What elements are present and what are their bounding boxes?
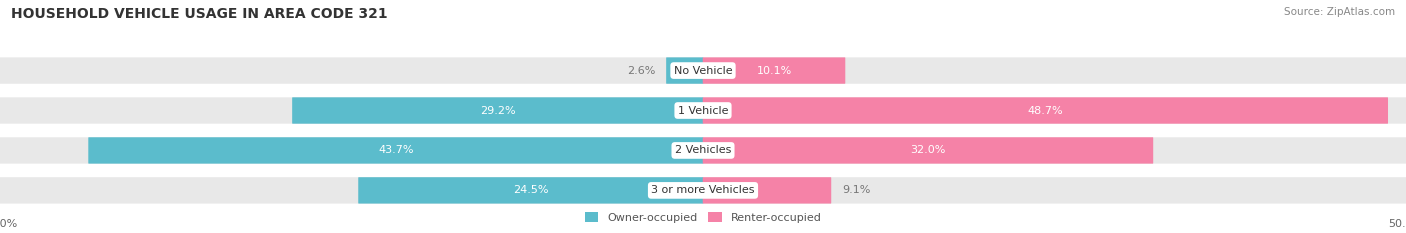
FancyBboxPatch shape	[703, 137, 1406, 164]
FancyBboxPatch shape	[89, 137, 703, 164]
FancyBboxPatch shape	[703, 57, 845, 84]
FancyBboxPatch shape	[703, 177, 831, 204]
FancyBboxPatch shape	[0, 97, 703, 124]
Text: 2.6%: 2.6%	[627, 65, 655, 75]
Text: No Vehicle: No Vehicle	[673, 65, 733, 75]
Text: 29.2%: 29.2%	[479, 106, 516, 116]
FancyBboxPatch shape	[703, 97, 1406, 124]
Legend: Owner-occupied, Renter-occupied: Owner-occupied, Renter-occupied	[581, 208, 825, 227]
FancyBboxPatch shape	[703, 57, 1406, 84]
FancyBboxPatch shape	[292, 97, 703, 124]
Text: Source: ZipAtlas.com: Source: ZipAtlas.com	[1284, 7, 1395, 17]
Text: 48.7%: 48.7%	[1028, 106, 1063, 116]
Text: 9.1%: 9.1%	[842, 185, 870, 195]
Text: 3 or more Vehicles: 3 or more Vehicles	[651, 185, 755, 195]
FancyBboxPatch shape	[703, 137, 1153, 164]
FancyBboxPatch shape	[703, 97, 1388, 124]
FancyBboxPatch shape	[0, 177, 703, 204]
Text: HOUSEHOLD VEHICLE USAGE IN AREA CODE 321: HOUSEHOLD VEHICLE USAGE IN AREA CODE 321	[11, 7, 388, 21]
Text: 32.0%: 32.0%	[910, 145, 946, 155]
FancyBboxPatch shape	[703, 177, 1406, 204]
Text: 2 Vehicles: 2 Vehicles	[675, 145, 731, 155]
FancyBboxPatch shape	[0, 137, 703, 164]
Text: 24.5%: 24.5%	[513, 185, 548, 195]
FancyBboxPatch shape	[359, 177, 703, 204]
Text: 43.7%: 43.7%	[378, 145, 413, 155]
FancyBboxPatch shape	[0, 57, 703, 84]
FancyBboxPatch shape	[666, 57, 703, 84]
Text: 10.1%: 10.1%	[756, 65, 792, 75]
Text: 1 Vehicle: 1 Vehicle	[678, 106, 728, 116]
